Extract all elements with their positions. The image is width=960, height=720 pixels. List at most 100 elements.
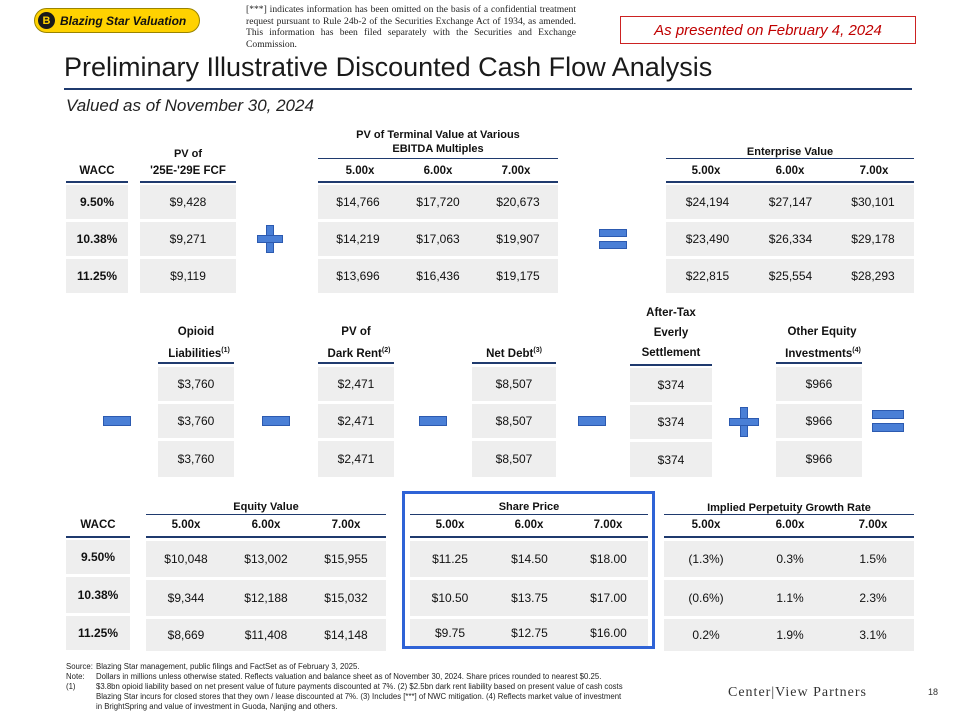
share-cell: $14.50: [511, 552, 548, 566]
share-price-highlight-box: [402, 491, 655, 649]
equity-header: Equity Value: [233, 501, 299, 513]
pv-fcf-header-2: '25E-'29E FCF: [150, 165, 226, 177]
ev-col-7x: 7.00x: [859, 165, 889, 177]
growth-cell: 1.5%: [859, 552, 887, 566]
minus-icon: [419, 416, 447, 426]
section-badge: B Blazing Star Valuation: [34, 8, 200, 33]
growth-rule: [664, 536, 914, 538]
growth-header: Implied Perpetuity Growth Rate: [707, 502, 871, 514]
debt-cell: $8,507: [472, 441, 556, 477]
net-debt-header-text: Net Debt: [486, 347, 534, 360]
top-wacc-cell: 10.38%: [66, 222, 128, 256]
top-wacc-rule: [66, 181, 128, 183]
equity-cell: $12,188: [244, 591, 288, 605]
pv-tv-cell: $19,907: [496, 232, 540, 246]
net-debt-header: Net Debt(3): [472, 344, 556, 361]
other-rule: [776, 362, 862, 364]
pv-tv-cell: $17,720: [416, 195, 460, 209]
share-row: $11.25 $14.50 $18.00: [410, 541, 648, 577]
dark-cell: $2,471: [318, 404, 394, 438]
opioid-cell: $3,760: [158, 367, 234, 401]
pv-tv-cell: $16,436: [416, 269, 460, 283]
omission-note: [***] indicates information has been omi…: [246, 4, 576, 50]
title-divider: [64, 88, 912, 90]
equity-cell: $8,669: [167, 628, 205, 642]
share-cell: $17.00: [590, 591, 627, 605]
growth-row: (0.6%) 1.1% 2.3%: [664, 580, 914, 616]
top-wacc-cell: 11.25%: [66, 259, 128, 293]
pv-tv-rule: [318, 181, 558, 183]
pv-fcf-cell: $9,119: [140, 259, 236, 293]
equity-col-7x: 7.00x: [331, 519, 361, 531]
footnotes: Source: Blazing Star management, public f…: [66, 662, 726, 712]
share-col-7x: 7.00x: [593, 519, 623, 531]
minus-icon: [578, 416, 606, 426]
pv-tv-cell: $14,219: [336, 232, 380, 246]
growth-cell: 1.1%: [776, 591, 804, 605]
growth-col-5x: 5.00x: [691, 519, 721, 531]
bottom-wacc-header: WACC: [80, 519, 116, 531]
bottom-wacc-cell: 9.50%: [66, 540, 130, 574]
equity-row: $8,669 $11,408 $14,148: [146, 619, 386, 651]
share-cell: $12.75: [511, 625, 548, 640]
equity-rule: [146, 536, 386, 538]
share-group-rule: [410, 514, 648, 515]
top-wacc-header: WACC: [79, 165, 115, 177]
equity-col-5x: 5.00x: [171, 519, 201, 531]
everly-cell: $374: [630, 368, 712, 402]
share-row: $10.50 $13.75 $17.00: [410, 580, 648, 616]
pv-tv-cell: $13,696: [336, 269, 380, 283]
everly-rule: [630, 364, 712, 366]
note-label: Note:: [66, 672, 85, 681]
share-cell: $11.25: [432, 552, 468, 566]
dark-footnote-ref: (2): [381, 347, 391, 354]
bottom-wacc-rule: [66, 536, 130, 538]
ev-row: $24,194 $27,147 $30,101: [666, 185, 914, 219]
growth-col-6x: 6.00x: [775, 519, 805, 531]
share-rule: [410, 536, 648, 538]
footnote-line-3: in BrightSpring and value of investment …: [96, 702, 338, 711]
share-cell: $10.50: [431, 591, 469, 605]
ev-cell: $27,147: [768, 195, 813, 209]
pv-tv-cell: $19,175: [496, 269, 540, 283]
pv-tv-col-6x: 6.00x: [423, 165, 453, 177]
minus-icon: [262, 416, 290, 426]
badge-letter: B: [38, 12, 55, 29]
growth-col-7x: 7.00x: [858, 519, 888, 531]
note-text: Dollars in millions unless otherwise sta…: [96, 672, 602, 681]
footnote-1-label: (1): [66, 682, 76, 691]
opioid-header-1: Opioid: [177, 326, 215, 338]
minus-icon: [103, 416, 131, 426]
share-cell: $9.75: [434, 625, 466, 640]
footnote-1-line: (1) $3.8bn opioid liability based on net …: [66, 682, 726, 692]
opioid-header-2: Liabilities(1): [158, 344, 240, 361]
share-col-6x: 6.00x: [514, 519, 544, 531]
pv-tv-header-2: EBITDA Multiples: [392, 143, 484, 155]
equals-icon: [599, 229, 627, 251]
dark-rule: [318, 362, 394, 364]
badge-label: Blazing Star Valuation: [60, 13, 187, 28]
growth-row: 0.2% 1.9% 3.1%: [664, 619, 914, 651]
footnote-line-2: Blazing Star incurs for closed stores th…: [96, 692, 622, 701]
pv-tv-row: $14,766 $17,720 $20,673: [318, 185, 558, 219]
opioid-footnote-ref: (1): [221, 347, 230, 354]
growth-cell: 0.3%: [776, 552, 804, 566]
pv-fcf-cell: $9,271: [140, 222, 236, 256]
equity-cell: $15,955: [324, 552, 368, 566]
debt-rule: [472, 362, 556, 364]
footnote-1-text: $3.8bn opioid liability based on net pre…: [96, 682, 623, 691]
pv-fcf-rule: [140, 181, 236, 183]
ev-cell: $29,178: [851, 232, 895, 246]
plus-icon: [729, 407, 759, 437]
equity-cell: $14,148: [324, 628, 368, 642]
share-cell: $18.00: [590, 552, 627, 566]
share-cell: $16.00: [590, 625, 627, 640]
equity-cell: $10,048: [164, 552, 208, 566]
ev-cell: $24,194: [685, 195, 730, 209]
page-subtitle: Valued as of November 30, 2024: [66, 96, 314, 115]
everly-header-1: After-Tax: [646, 307, 696, 319]
pv-tv-group-rule: [318, 158, 558, 159]
source-text: Blazing Star management, public filings …: [96, 662, 360, 671]
growth-group-rule: [664, 514, 914, 515]
opioid-rule: [158, 362, 234, 364]
